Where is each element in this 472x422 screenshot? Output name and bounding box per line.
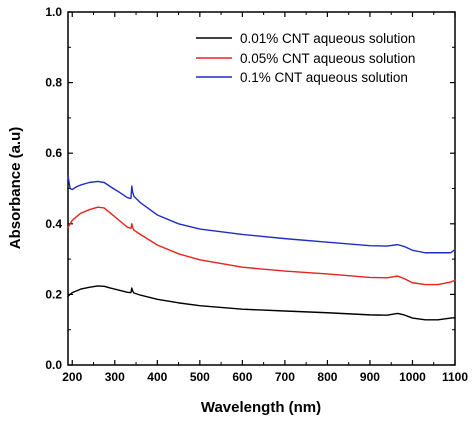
y-tick-label: 1.0 — [45, 5, 62, 19]
y-axis-title: Absorbance (a.u) — [7, 127, 24, 250]
x-tick-label: 400 — [147, 370, 167, 384]
x-tick-label: 600 — [232, 370, 252, 384]
axis-ticks: 200 300 400 500 600 700 800 900 1000 1100 0.0 0.2 0.… — [45, 5, 468, 384]
legend-item-3: 0.1% CNT aqueous solution — [196, 70, 408, 85]
legend-label-2: 0.05% CNT aqueous solution — [240, 51, 415, 66]
series-line-3 — [67, 175, 456, 254]
x-tick-label: 200 — [62, 370, 82, 384]
x-tick-label: 900 — [360, 370, 380, 384]
series-line-2 — [67, 206, 456, 286]
legend-label-3: 0.1% CNT aqueous solution — [240, 70, 408, 85]
x-tick-label: 300 — [105, 370, 125, 384]
y-tick-label: 0.8 — [45, 76, 62, 90]
series-lines — [67, 175, 456, 321]
y-tick-label: 0.6 — [45, 146, 62, 160]
y-tick-label: 0.2 — [45, 287, 62, 301]
legend-label-1: 0.01% CNT aqueous solution — [240, 31, 415, 46]
legend: 0.01% CNT aqueous solution 0.05% CNT aqu… — [196, 31, 415, 85]
x-tick-label: 800 — [317, 370, 337, 384]
x-tick-label: 1000 — [399, 370, 426, 384]
x-axis-title: Wavelength (nm) — [201, 399, 321, 416]
x-tick-label: 500 — [190, 370, 210, 384]
y-tick-label: 0.4 — [45, 217, 62, 231]
x-tick-label: 700 — [275, 370, 295, 384]
x-tick-label: 1100 — [442, 370, 468, 384]
legend-item-2: 0.05% CNT aqueous solution — [196, 51, 415, 66]
series-line-1 — [67, 285, 456, 321]
y-tick-label: 0.0 — [45, 358, 62, 372]
legend-item-1: 0.01% CNT aqueous solution — [196, 31, 415, 46]
